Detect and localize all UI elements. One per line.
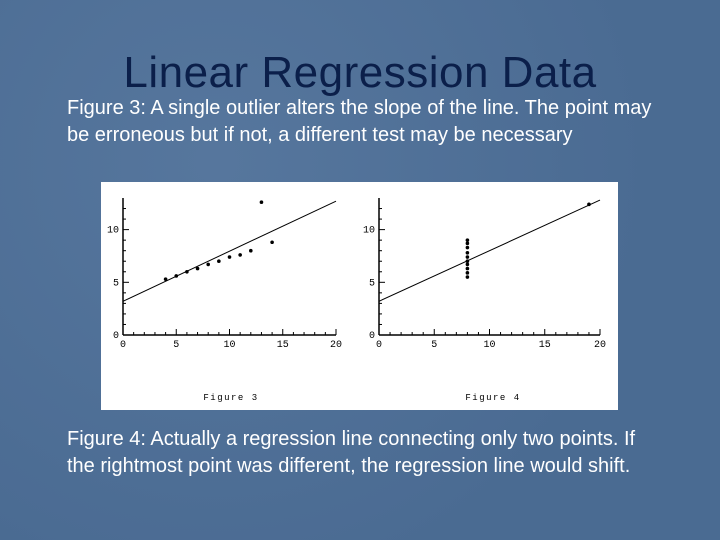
data-point [465, 245, 470, 250]
y-tick-label: 5 [113, 278, 119, 289]
x-tick-label: 20 [594, 340, 606, 351]
x-tick-label: 0 [120, 340, 126, 351]
data-point [206, 262, 210, 267]
data-point [465, 259, 470, 264]
regression-line [378, 199, 601, 302]
figure-caption: Figure 3 [203, 393, 258, 403]
y-tick-label: 10 [363, 226, 375, 237]
data-point [465, 251, 470, 255]
data-point [587, 202, 591, 207]
x-tick-label: 5 [431, 340, 437, 351]
x-tick-label: 10 [483, 340, 495, 351]
data-point [465, 266, 470, 271]
data-point [185, 269, 189, 274]
data-point [465, 238, 470, 242]
data-point [174, 274, 179, 278]
figure-3-plot: 0 5 10 15 20 0 5 10 Figure 3 [107, 198, 342, 403]
data-point [238, 253, 242, 257]
figure-4-plot: 0 5 10 15 20 0 5 10 Figure 4 [363, 198, 606, 403]
slide-title: Linear Regression Data [123, 48, 597, 97]
y-tick-label: 0 [369, 331, 375, 342]
y-tick-label: 5 [369, 278, 375, 289]
data-point [227, 255, 232, 259]
data-point [259, 200, 264, 205]
x-tick-label: 20 [330, 340, 342, 351]
figure-panel: 0 5 10 15 20 0 5 10 Figure 3 0 5 10 15 20 0 5 10 Figure … [101, 182, 618, 410]
data-point [163, 277, 168, 281]
data-point [465, 255, 470, 259]
data-point [465, 262, 470, 267]
data-point [249, 248, 253, 253]
scatter-plots: 0 5 10 15 20 0 5 10 Figure 3 0 5 10 15 20 0 5 10 Figure … [107, 198, 606, 403]
data-point [465, 271, 470, 275]
data-point [465, 241, 470, 246]
x-tick-label: 10 [223, 340, 235, 351]
figure-caption: Figure 4 [465, 393, 520, 403]
data-point [270, 240, 274, 245]
x-tick-label: 5 [173, 340, 179, 351]
figure-3-description: Figure 3: A single outlier alters the sl… [67, 97, 652, 146]
data-point [217, 259, 221, 264]
x-tick-label: 15 [539, 340, 551, 351]
regression-line [122, 200, 337, 302]
y-tick-label: 0 [113, 331, 119, 342]
figure-4-description: Figure 4: Actually a regression line con… [67, 428, 636, 477]
x-tick-label: 0 [376, 340, 382, 351]
x-tick-label: 15 [277, 340, 289, 351]
y-tick-label: 10 [107, 226, 119, 237]
data-point [465, 275, 470, 279]
data-point [195, 266, 200, 271]
